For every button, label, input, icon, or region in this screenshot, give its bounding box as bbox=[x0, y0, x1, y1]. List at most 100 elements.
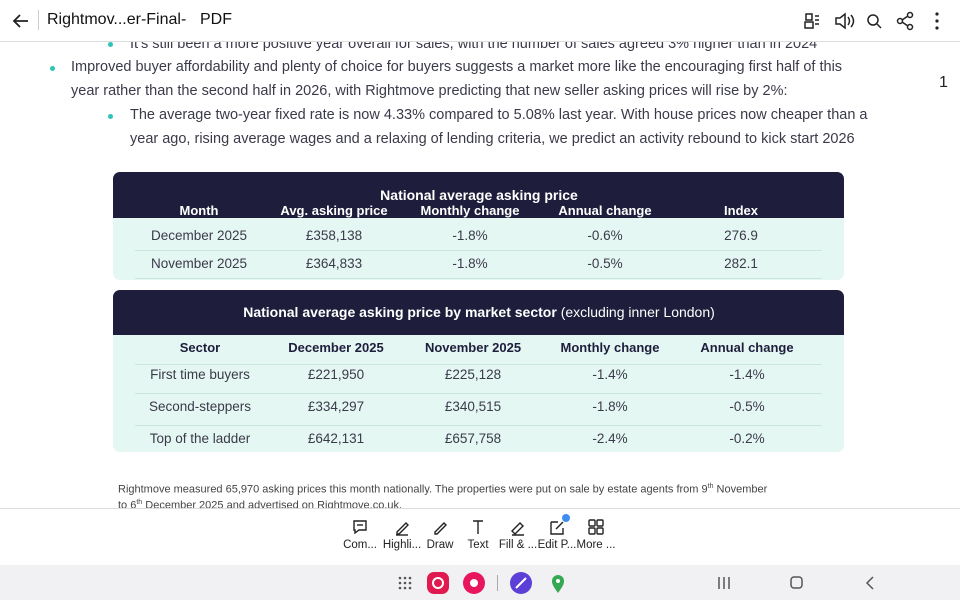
back-button[interactable] bbox=[12, 12, 30, 30]
icon bbox=[511, 522, 524, 536]
text-line: It’s still been a more positive year ove… bbox=[130, 42, 818, 52]
title-note: (excluding inner London) bbox=[560, 304, 715, 320]
toolbar-button[interactable]: Edit P... bbox=[535, 514, 579, 551]
document-page: It’s still been a more positive year ove… bbox=[0, 42, 960, 508]
row-divider bbox=[135, 393, 822, 394]
footnote-line: Rightmove measured 65,970 asking prices … bbox=[118, 483, 767, 496]
row-divider bbox=[135, 425, 822, 426]
back-nav-button[interactable] bbox=[865, 576, 874, 590]
recents-button[interactable] bbox=[718, 577, 730, 589]
home-button[interactable] bbox=[790, 576, 803, 589]
navigation-bar bbox=[0, 565, 960, 600]
table-header: National average asking price by market … bbox=[113, 290, 844, 335]
text-line: year rather than the second half in 2026… bbox=[71, 83, 788, 99]
table-cell: -1.4% bbox=[592, 367, 628, 382]
footnote-text: Rightmove measured 65,970 asking prices … bbox=[118, 483, 708, 496]
annotation-toolbar: Com... Highli... Draw Text Fill & ... Edit P.… bbox=[0, 508, 960, 566]
table-cell: £221,950 bbox=[307, 367, 365, 382]
icon bbox=[588, 519, 604, 535]
table-cell: £364,833 bbox=[305, 256, 363, 271]
table-cell: £642,131 bbox=[307, 431, 365, 446]
footnote-line: to 6th December 2025 and advertised on R… bbox=[118, 499, 402, 508]
icon bbox=[550, 521, 564, 535]
toolbar-label: Edit P... bbox=[537, 539, 577, 551]
footnote-sup: th bbox=[136, 499, 143, 506]
app-icon[interactable] bbox=[427, 572, 449, 594]
icon bbox=[353, 520, 367, 535]
icon bbox=[434, 522, 447, 535]
title-main: National average asking price by market … bbox=[243, 304, 557, 320]
table-cell: Top of the ladder bbox=[149, 431, 251, 446]
column-header: Index bbox=[724, 203, 758, 218]
table: National average asking price by market … bbox=[113, 290, 844, 452]
table-cell: £334,297 bbox=[307, 399, 365, 414]
column-header: Annual change bbox=[558, 203, 652, 218]
app-icon[interactable] bbox=[552, 575, 564, 593]
toolbar-label: Draw bbox=[426, 539, 454, 551]
column-header: Annual change bbox=[700, 340, 794, 355]
toolbar-icon bbox=[535, 514, 579, 537]
column-header: Sector bbox=[179, 340, 221, 355]
table-cell: 282.1 bbox=[724, 256, 758, 271]
toolbar-button[interactable]: Draw bbox=[418, 517, 462, 551]
toolbar-icon bbox=[496, 517, 540, 537]
badge bbox=[562, 514, 570, 522]
toolbar-label: Fill & ... bbox=[498, 539, 538, 551]
footnote-sup: th bbox=[707, 483, 714, 490]
footnote-text: December 2025 and advertised on Rightmov… bbox=[142, 499, 403, 508]
column-header: November 2025 bbox=[424, 340, 522, 355]
toolbar-icon bbox=[574, 517, 618, 537]
row-divider bbox=[135, 278, 822, 279]
toolbar-label: Text bbox=[467, 539, 489, 551]
footnote-text: to 6 bbox=[118, 499, 137, 508]
table-cell: £358,138 bbox=[305, 228, 363, 243]
table-title: National average asking price by market … bbox=[243, 304, 715, 320]
table-cell: November 2025 bbox=[150, 256, 248, 271]
file-title: Rightmov...er-Final- bbox=[47, 11, 187, 28]
table-cell: -1.8% bbox=[452, 228, 488, 243]
text-line: year ago, rising average wages and a rel… bbox=[130, 131, 855, 147]
top-bar: Rightmov...er-Final- PDF bbox=[0, 0, 960, 42]
toolbar-label: Highli... bbox=[382, 539, 422, 551]
file-type: PDF bbox=[200, 11, 232, 28]
toolbar-icon bbox=[456, 517, 500, 537]
page-number: 1 bbox=[939, 74, 948, 91]
table-cell: First time buyers bbox=[150, 367, 250, 382]
toolbar-button[interactable]: Fill & ... bbox=[496, 517, 540, 551]
table-header: National average asking price Month Avg. … bbox=[113, 172, 844, 218]
table-cell: -2.4% bbox=[592, 431, 628, 446]
table-cell: Second-steppers bbox=[148, 399, 252, 414]
footnote-text: November bbox=[713, 483, 768, 496]
table-cell: -0.5% bbox=[587, 256, 623, 271]
toolbar-button[interactable]: More ... bbox=[574, 517, 618, 551]
top-actions[interactable] bbox=[800, 10, 945, 32]
table-cell: -1.8% bbox=[452, 256, 488, 271]
table-cell: -0.5% bbox=[729, 399, 765, 414]
text-line: The average two-year fixed rate is now 4… bbox=[130, 107, 868, 123]
icon bbox=[473, 520, 483, 534]
table-cell: -0.2% bbox=[729, 431, 765, 446]
toolbar-icon bbox=[380, 517, 424, 537]
toolbar-button[interactable]: Highli... bbox=[380, 517, 424, 551]
column-header: Monthly change bbox=[560, 340, 660, 355]
row-divider bbox=[135, 250, 822, 251]
column-header: Avg. asking price bbox=[280, 203, 388, 218]
table-cell: December 2025 bbox=[150, 228, 248, 243]
row-divider bbox=[135, 364, 822, 365]
column-header: December 2025 bbox=[288, 340, 384, 355]
apps-grid[interactable] bbox=[398, 576, 412, 590]
table-cell: £225,128 bbox=[444, 367, 502, 382]
table-cell: -1.4% bbox=[729, 367, 765, 382]
table-cell: -1.8% bbox=[592, 399, 628, 414]
toolbar-button[interactable]: Com... bbox=[338, 517, 382, 551]
nav-icons bbox=[398, 572, 874, 594]
toolbar-icon bbox=[338, 517, 382, 537]
table-cell: £657,758 bbox=[444, 431, 502, 446]
toolbar-button[interactable]: Text bbox=[456, 517, 500, 551]
table-title: National average asking price bbox=[380, 187, 578, 203]
icon bbox=[396, 522, 409, 536]
table: National average asking price Month Avg. … bbox=[113, 172, 844, 280]
toolbar-icon bbox=[418, 517, 462, 537]
text-line: Improved buyer affordability and plenty … bbox=[71, 59, 843, 75]
